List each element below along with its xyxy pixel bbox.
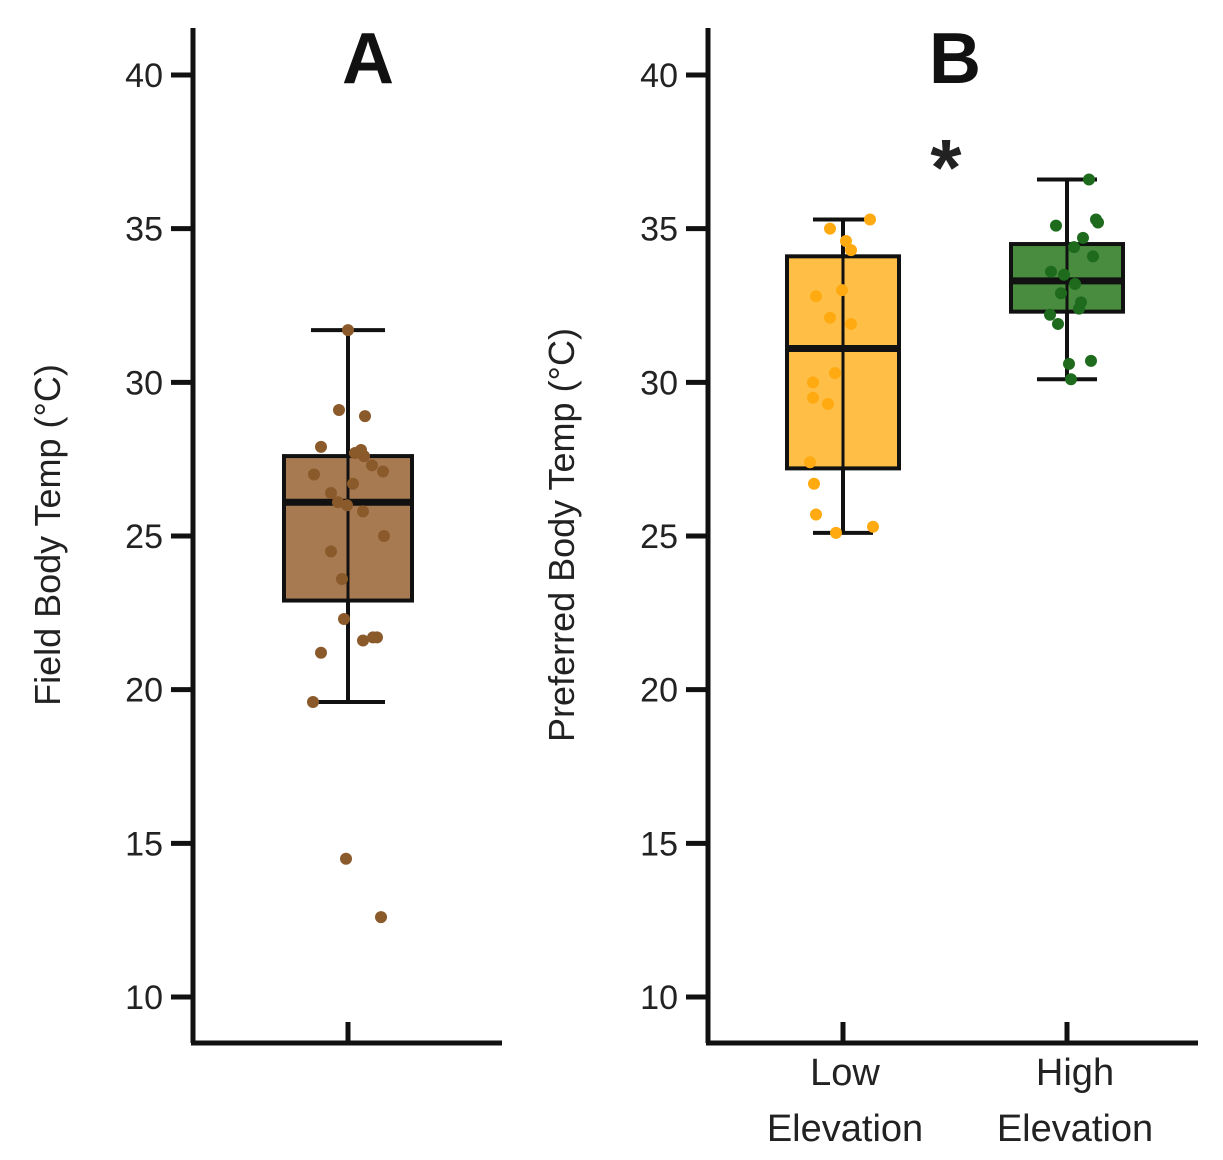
panel-b-box-high-point — [1069, 277, 1081, 290]
panel-a-box-point — [325, 545, 337, 558]
panel-a-y-tick-label-35: 35 — [125, 211, 163, 249]
panel-b-box-low-point — [829, 367, 841, 380]
panel-a-box-point — [377, 465, 389, 478]
panel-b-box-high-point — [1044, 308, 1056, 321]
panel-a-box-point — [315, 440, 327, 453]
panel-b-box-high-point — [1073, 302, 1085, 315]
panel-a-box-point — [338, 612, 350, 625]
panel-a-ylabel: Field Body Temp (°C) — [27, 364, 68, 706]
panel-a-box-point — [315, 646, 327, 659]
panel-a-y-tick-label-30: 30 — [125, 364, 163, 402]
panel-b-box-low-point — [845, 244, 857, 257]
panel-b-y-tick-label-25: 25 — [640, 518, 678, 556]
panel-b-boxes — [785, 173, 1125, 539]
panel-b-box-low-point — [807, 376, 819, 389]
panel-b-box-low-point — [840, 234, 852, 247]
x-label-low-line2: Elevation — [767, 1108, 923, 1150]
panel-b-y-tick-label-20: 20 — [640, 672, 678, 710]
panel-b-box-high-point — [1068, 241, 1080, 254]
panel-b-box-low-point — [845, 317, 857, 330]
panel-b-box-high-point — [1055, 287, 1067, 300]
panel-b-y-tick-label-35: 35 — [640, 211, 678, 249]
panel-a-y-tick-label-40: 40 — [125, 57, 163, 95]
panel-a-box-point — [371, 631, 383, 644]
panel-b-box-high-point — [1092, 216, 1104, 229]
panel-b-y-tick-label-40: 40 — [640, 57, 678, 95]
x-label-low-line1: Low — [810, 1052, 880, 1094]
panel-a-y-ticks: 10 15 20 25 30 35 40 — [125, 57, 193, 1017]
panel-b-box-low-point — [830, 526, 842, 539]
panel-a-box-point — [336, 573, 348, 586]
panel-b-box-low-point — [808, 477, 820, 490]
panel-b-box-low-point — [822, 397, 834, 410]
panel-b-box-high-point — [1050, 219, 1062, 232]
panel-a-box-point — [366, 459, 378, 472]
panel-b-box-low-point — [824, 311, 836, 324]
panel-b-box-low-point — [867, 520, 879, 533]
panel-a-y-tick-label-15: 15 — [125, 825, 163, 863]
panel-b-box-low-point — [864, 213, 876, 226]
panel-b-y-tick-label-10: 10 — [640, 979, 678, 1017]
panel-a-box-point — [349, 447, 361, 460]
panel-b-ylabel: Preferred Body Temp (°C) — [541, 328, 582, 742]
panel-b-box-high-point — [1052, 317, 1064, 330]
panel-a-box-point — [357, 634, 369, 647]
panel-a-y-tick-label-10: 10 — [125, 979, 163, 1017]
panel-b-box-high-point — [1077, 231, 1089, 244]
panel-a-box-point — [358, 450, 370, 463]
panel-a-box-point — [332, 496, 344, 509]
panel-a-box-point — [341, 499, 353, 512]
panel-b-box-low-point — [810, 290, 822, 303]
panel-a-box-point — [378, 530, 390, 542]
significance-asterisk: * — [930, 123, 962, 212]
panel-a: 10 15 20 25 30 35 40 Field Body Temp (°C) A — [27, 19, 502, 1046]
panel-a-box-point — [359, 410, 371, 423]
panel-b-y-ticks: 10 15 20 25 30 35 40 — [640, 57, 708, 1017]
panel-b-box-low-point — [824, 222, 836, 235]
panel-b-y-tick-label-30: 30 — [640, 364, 678, 402]
panel-b-box-high-point — [1083, 173, 1095, 186]
panel-a-y-tick-label-20: 20 — [125, 672, 163, 710]
panel-a-box-point — [375, 911, 387, 924]
panel-b-box-low-point — [810, 508, 822, 521]
panel-a-box-point — [340, 852, 352, 865]
panel-a-box-point — [307, 695, 319, 708]
panel-b-box-high-point — [1063, 357, 1075, 370]
panel-a-letter: A — [342, 19, 394, 99]
panel-b-box-high-point — [1085, 354, 1097, 367]
x-label-high-line1: High — [1036, 1052, 1114, 1094]
panel-b-box-high-point — [1087, 250, 1099, 263]
panel-b-box-low-point — [807, 391, 819, 404]
panel-b-box-high-point — [1045, 265, 1057, 278]
x-label-high-line2: Elevation — [997, 1108, 1153, 1150]
panel-b-y-tick-label-15: 15 — [640, 825, 678, 863]
panel-a-box-point — [347, 477, 359, 490]
panel-b-box-high-point — [1058, 268, 1070, 281]
panel-a-box-point — [342, 324, 354, 337]
panel-a-box-point — [333, 403, 345, 416]
panel-a-y-tick-label-25: 25 — [125, 518, 163, 556]
panel-b-box-low-point — [836, 284, 848, 297]
panel-b-box-high-point — [1065, 373, 1077, 386]
panel-b-letter: B — [929, 19, 981, 99]
panel-a-box-point — [308, 468, 320, 481]
panel-b-box-low-point — [804, 456, 816, 469]
panel-a-boxes — [282, 324, 414, 924]
panel-a-box-point — [325, 486, 337, 499]
panel-a-box-point — [357, 505, 369, 518]
